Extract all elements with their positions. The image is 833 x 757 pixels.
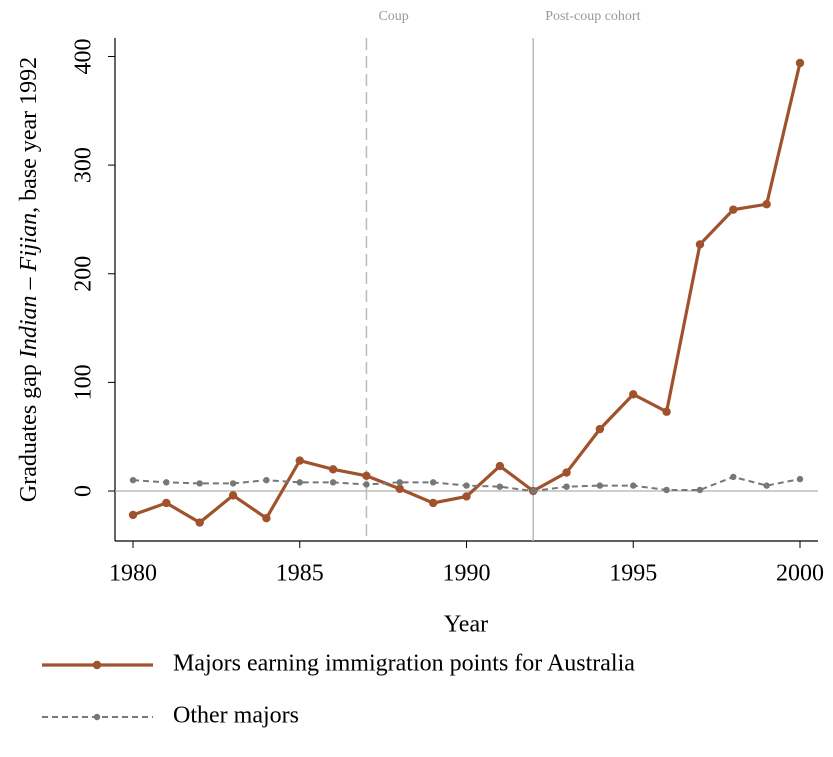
- data-point: [795, 58, 805, 68]
- data-point: [429, 479, 437, 486]
- data-point: [262, 513, 271, 523]
- data-point: [195, 518, 204, 527]
- data-point: [463, 482, 470, 489]
- data-point: [762, 200, 771, 209]
- y-axis-label: Graduates gap Indian – Fijian, base year…: [16, 57, 42, 502]
- data-point: [696, 486, 704, 494]
- data-point: [563, 483, 570, 490]
- data-point: [529, 487, 537, 495]
- data-point: [495, 461, 505, 471]
- data-point: [363, 481, 370, 488]
- legend-marker: [92, 660, 102, 670]
- data-point: [295, 456, 304, 465]
- y-tick-label: 0: [71, 485, 97, 497]
- data-point: [663, 486, 670, 494]
- data-point: [695, 240, 705, 249]
- x-tick-label: 1990: [443, 561, 491, 587]
- data-point: [730, 473, 737, 481]
- x-axis-label: Year: [444, 612, 488, 638]
- data-point: [763, 482, 770, 489]
- data-point: [396, 479, 404, 486]
- data-point: [328, 465, 338, 474]
- data-point: [796, 475, 804, 483]
- data-point: [362, 471, 371, 481]
- data-point: [496, 483, 504, 490]
- x-tick-label: 1995: [609, 561, 657, 587]
- y-axis-label-part: –: [16, 272, 42, 296]
- data-point: [596, 482, 604, 489]
- data-point: [630, 482, 637, 489]
- y-tick-label: 200: [71, 256, 97, 292]
- data-point: [395, 484, 405, 494]
- y-tick-label: 400: [71, 38, 97, 74]
- legend-label: Other majors: [173, 703, 299, 729]
- x-tick-label: 1980: [109, 561, 157, 587]
- annotation-label: Coup: [378, 9, 408, 24]
- data-point: [129, 476, 137, 484]
- data-point: [595, 424, 605, 434]
- annotation-label: Post-coup cohort: [545, 9, 640, 24]
- legend-marker: [93, 713, 101, 721]
- y-axis-label-part: Indian: [16, 296, 42, 360]
- data-point: [562, 468, 571, 477]
- x-tick-label: 2000: [776, 561, 824, 587]
- data-point: [629, 390, 638, 399]
- data-point: [128, 510, 138, 520]
- data-point: [462, 492, 471, 501]
- y-tick-label: 100: [71, 364, 97, 400]
- y-tick-label: 300: [71, 147, 97, 183]
- data-point: [263, 476, 270, 484]
- series-line: [132, 62, 802, 525]
- data-point: [428, 498, 438, 508]
- y-axis-label-part: , base year 1992: [16, 57, 42, 213]
- data-point: [163, 479, 170, 486]
- data-point: [662, 407, 671, 416]
- y-axis-label-part: Graduates gap: [16, 358, 42, 502]
- data-point: [196, 480, 203, 487]
- data-point: [296, 479, 303, 486]
- data-point: [229, 480, 237, 487]
- legend-label: Majors earning immigration points for Au…: [173, 651, 635, 677]
- y-axis-label-part: Fijian: [16, 213, 42, 273]
- x-tick-label: 1985: [276, 561, 324, 587]
- data-point: [729, 205, 738, 214]
- data-point: [329, 479, 337, 486]
- data-point: [162, 498, 171, 508]
- data-point: [228, 491, 238, 500]
